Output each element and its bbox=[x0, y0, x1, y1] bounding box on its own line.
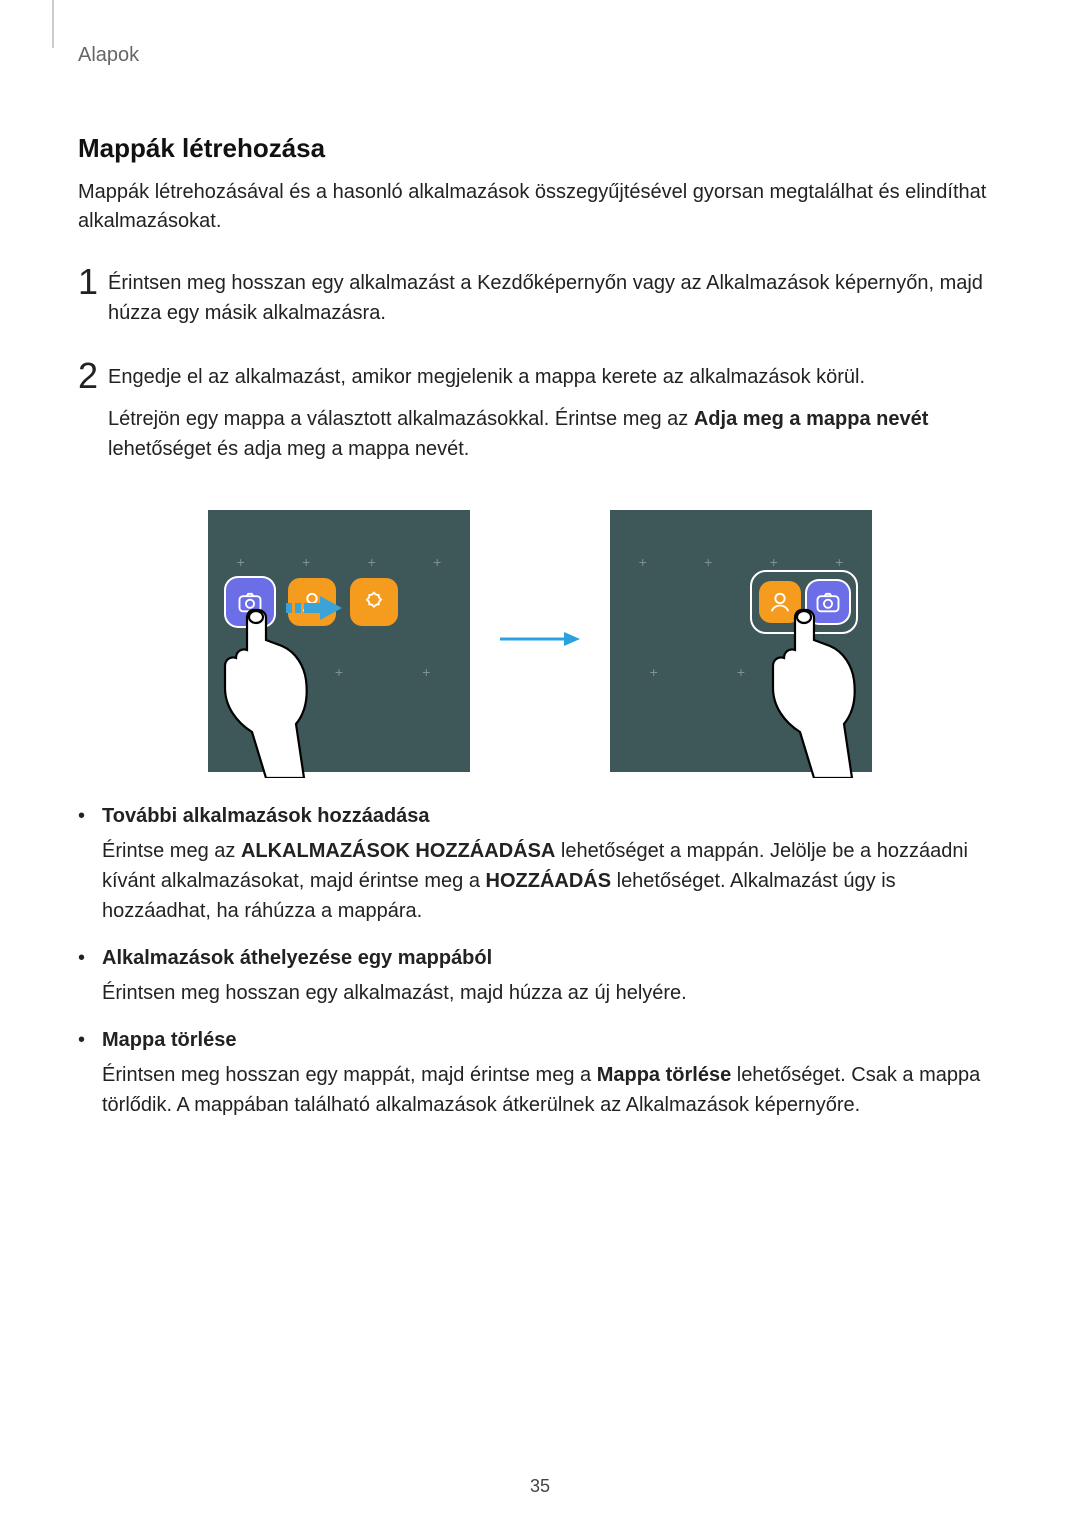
transition-arrow-icon bbox=[500, 629, 580, 654]
plus-icon: + bbox=[704, 554, 712, 570]
bullet-title: Alkalmazások áthelyezése egy mappából bbox=[102, 944, 492, 972]
plus-icon: + bbox=[737, 664, 745, 680]
bullet-dot-icon: • bbox=[78, 944, 102, 972]
hand-pointer-icon bbox=[216, 602, 316, 783]
text-bold: HOZZÁADÁS bbox=[486, 870, 612, 892]
text-fragment: Érintse meg az bbox=[102, 840, 241, 862]
step-number: 2 bbox=[78, 358, 108, 394]
breadcrumb: Alapok bbox=[78, 44, 1002, 67]
step-body: Engedje el az alkalmazást, amikor megjel… bbox=[108, 362, 1002, 476]
plus-icon: + bbox=[770, 554, 778, 570]
bullet-item: •Mappa törléseÉrintsen meg hosszan egy m… bbox=[78, 1026, 1002, 1120]
plus-icon: + bbox=[368, 554, 376, 570]
section-title: Mappák létrehozása bbox=[78, 133, 1002, 164]
plus-icon: + bbox=[639, 554, 647, 570]
hand-pointer-icon bbox=[764, 602, 864, 783]
bullet-dot-icon: • bbox=[78, 1026, 102, 1054]
plus-icon: + bbox=[302, 554, 310, 570]
bullet-item: •Alkalmazások áthelyezése egy mappából Ér… bbox=[78, 944, 1002, 1008]
step-text: Érintsen meg hosszan egy alkalmazást a K… bbox=[108, 268, 1002, 328]
plus-icon: + bbox=[237, 554, 245, 570]
bullet-title: Mappa törlése bbox=[102, 1026, 236, 1054]
grid-markers: + + + + bbox=[610, 554, 872, 570]
step-text: Engedje el az alkalmazást, amikor megjel… bbox=[108, 362, 1002, 392]
bullet-body: Érintsen meg hosszan egy mappát, majd ér… bbox=[102, 1060, 1002, 1120]
bullet-dot-icon: • bbox=[78, 802, 102, 830]
section-intro: Mappák létrehozásával és a hasonló alkal… bbox=[78, 178, 1002, 236]
header-divider bbox=[52, 0, 54, 48]
figure-panel-right: + + + + + + + bbox=[610, 510, 872, 772]
bullet-list: •További alkalmazások hozzáadásaÉrintse … bbox=[78, 802, 1002, 1120]
bullet-head: •Mappa törlése bbox=[78, 1026, 1002, 1054]
step-text: Létrejön egy mappa a választott alkalmaz… bbox=[108, 404, 1002, 464]
text-fragment: Érintsen meg hosszan egy alkalmazást, ma… bbox=[102, 982, 687, 1004]
step-number: 1 bbox=[78, 264, 108, 300]
steps-list: 1 Érintsen meg hosszan egy alkalmazást a… bbox=[78, 268, 1002, 476]
step-1: 1 Érintsen meg hosszan egy alkalmazást a… bbox=[78, 268, 1002, 340]
grid-markers: + + + + bbox=[208, 554, 470, 570]
bullet-body: Érintse meg az ALKALMAZÁSOK HOZZÁADÁSA l… bbox=[102, 836, 1002, 926]
text-bold: Adja meg a mappa nevét bbox=[694, 408, 929, 430]
text-fragment: Létrejön egy mappa a választott alkalmaz… bbox=[108, 408, 694, 430]
plus-icon: + bbox=[422, 664, 430, 680]
bullet-item: •További alkalmazások hozzáadása Érintse … bbox=[78, 802, 1002, 926]
bullet-head: •További alkalmazások hozzáadása bbox=[78, 802, 1002, 830]
plus-icon: + bbox=[835, 554, 843, 570]
plus-icon: + bbox=[335, 664, 343, 680]
text-bold: ALKALMAZÁSOK HOZZÁADÁSA bbox=[241, 840, 555, 862]
plus-icon: + bbox=[433, 554, 441, 570]
step-2: 2 Engedje el az alkalmazást, amikor megj… bbox=[78, 362, 1002, 476]
figure-row: + + + + + + + bbox=[78, 510, 1002, 772]
page: Alapok Mappák létrehozása Mappák létreho… bbox=[0, 0, 1080, 1527]
bullet-title: További alkalmazások hozzáadása bbox=[102, 802, 430, 830]
page-number: 35 bbox=[0, 1476, 1080, 1497]
text-bold: Mappa törlése bbox=[597, 1064, 731, 1086]
figure-panel-left: + + + + + + + bbox=[208, 510, 470, 772]
bullet-body: Érintsen meg hosszan egy alkalmazást, ma… bbox=[102, 978, 1002, 1008]
text-fragment: lehetőséget és adja meg a mappa nevét. bbox=[108, 438, 469, 460]
plus-icon: + bbox=[650, 664, 658, 680]
step-body: Érintsen meg hosszan egy alkalmazást a K… bbox=[108, 268, 1002, 340]
bullet-head: •Alkalmazások áthelyezése egy mappából bbox=[78, 944, 1002, 972]
gallery-icon bbox=[350, 578, 398, 626]
text-fragment: Érintsen meg hosszan egy mappát, majd ér… bbox=[102, 1064, 597, 1086]
